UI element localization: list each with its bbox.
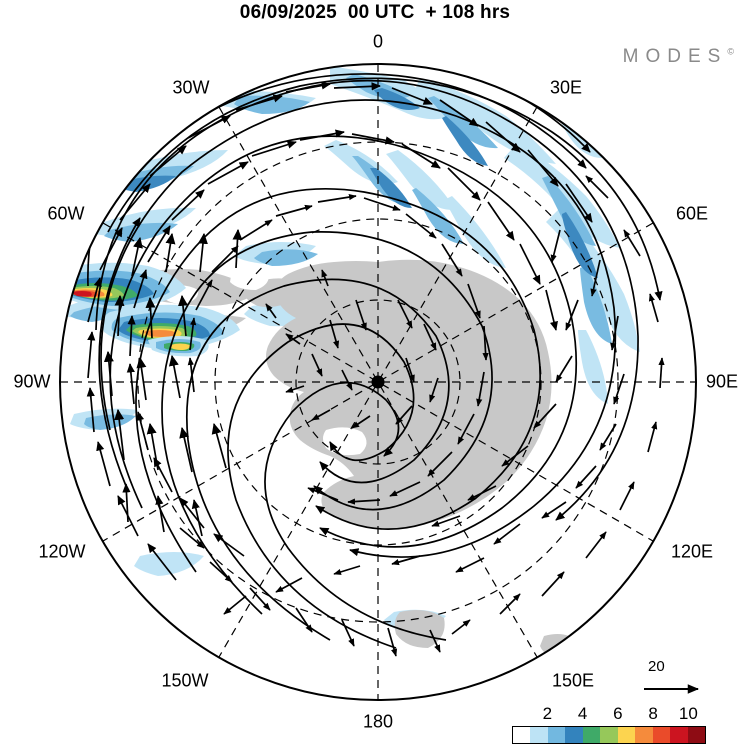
colorbar-tick-10: 10 (678, 704, 698, 723)
colorbar-segment-0 (513, 727, 531, 743)
wind-scale-label: 20 (648, 658, 665, 675)
map-canvas (60, 64, 696, 700)
wind-vectors (86, 81, 665, 657)
lon-label-120e: 120E (670, 541, 714, 562)
colorbar (512, 726, 706, 744)
colorbar-segment-3 (565, 727, 583, 743)
lon-label-150e: 150E (551, 670, 595, 691)
lon-label-180: 180 (362, 711, 394, 732)
wind-streamlines (87, 64, 663, 649)
brand-text: MODES (622, 46, 728, 67)
meridians (60, 64, 696, 700)
colorbar-segment-1 (530, 727, 548, 743)
colorbar-segment-4 (582, 727, 601, 743)
colorbar-segment-9 (670, 727, 688, 743)
lon-label-150w: 150W (161, 670, 209, 691)
colorbar-segment-5 (600, 727, 618, 743)
colorbar-ticks: 2 4 6 8 10 (512, 704, 706, 724)
lon-label-30w: 30W (172, 77, 210, 98)
lon-label-90e: 90E (705, 371, 739, 392)
colorbar-tick-2: 2 (542, 704, 553, 723)
precipitation-maxima (60, 262, 240, 357)
colorbar-segment-7 (635, 727, 653, 743)
page-title: 06/09/2025 00 UTC + 108 hrs (239, 2, 511, 23)
modes-logo: MODES© (623, 46, 734, 68)
lon-label-30e: 30E (549, 77, 583, 98)
lon-label-120w: 120W (38, 541, 86, 562)
colorbar-tick-8: 8 (648, 704, 658, 723)
colorbar-tick-4: 4 (577, 704, 588, 723)
colorbar-tick-6: 6 (613, 704, 623, 723)
wind-scale-arrow-icon (644, 684, 700, 694)
colorbar-segment-6 (617, 727, 636, 743)
wind-scale-legend: 20 (640, 658, 730, 698)
lon-label-90w: 90W (13, 371, 51, 392)
lon-label-0: 0 (372, 31, 384, 52)
south-pole-marker (371, 375, 385, 389)
copyright-icon: © (727, 46, 734, 57)
colorbar-segment-10 (687, 727, 705, 743)
lon-label-60w: 60W (47, 203, 85, 224)
lon-label-60e: 60E (675, 203, 709, 224)
map-outer-circle (59, 63, 697, 701)
colorbar-segment-8 (652, 727, 671, 743)
colorbar-segment-2 (547, 727, 566, 743)
